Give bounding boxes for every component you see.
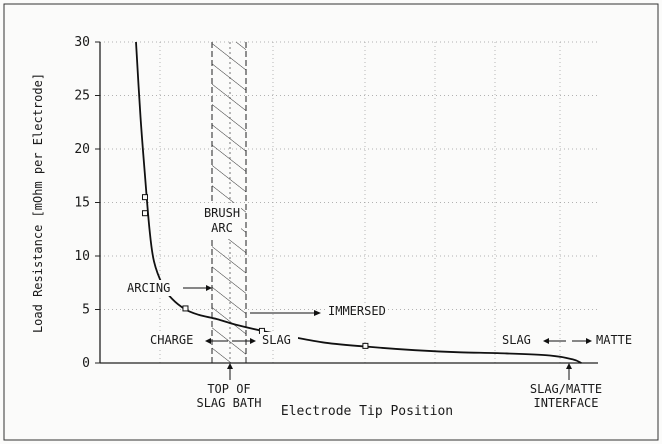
y-axis-label: Load Resistance [mOhm per Electrode] xyxy=(31,73,45,333)
y-ticks: 0 5 10 15 20 25 30 xyxy=(74,35,100,371)
arcing-arrowhead xyxy=(206,285,212,291)
top-of-slag-bath-arrowhead xyxy=(227,363,233,369)
immersed-arrowhead xyxy=(314,310,321,316)
immersed-label: IMMERSED xyxy=(328,304,386,318)
slag-left-label: SLAG xyxy=(262,333,291,347)
x-axis-label: Electrode Tip Position xyxy=(281,404,453,419)
resistance-curve xyxy=(135,41,582,364)
y-tick-label: 5 xyxy=(82,303,90,318)
slag-right-arrowhead xyxy=(543,338,549,344)
top-of-slag-bath-label-2: SLAG BATH xyxy=(196,396,261,410)
slag-matte-interface-arrowhead xyxy=(566,363,572,369)
slag-right-label: SLAG xyxy=(502,333,531,347)
immersed-label-bg xyxy=(326,303,388,319)
y-tick-label: 30 xyxy=(74,35,90,50)
slag-left-label-bg xyxy=(260,332,298,348)
y-tick-label: 10 xyxy=(74,249,90,264)
y-tick-label: 0 xyxy=(82,356,90,371)
y-tick-label: 25 xyxy=(74,89,90,104)
slag-matte-interface-label-2: INTERFACE xyxy=(533,396,598,410)
data-marker xyxy=(141,194,148,201)
matte-arrowhead xyxy=(586,338,592,344)
slag-matte-interface-label-1: SLAG/MATTE xyxy=(530,382,602,396)
data-markers xyxy=(141,194,369,349)
arcing-label: ARCING xyxy=(127,281,170,295)
matte-label: MATTE xyxy=(596,333,632,347)
brush-arc-zone xyxy=(212,42,246,363)
brush-arc-label-bg xyxy=(203,203,241,239)
slag-left-arrowhead xyxy=(250,338,256,344)
matte-label-bg xyxy=(594,332,642,348)
grid-lines xyxy=(100,41,598,363)
charge-label-bg xyxy=(147,332,205,348)
data-marker xyxy=(182,305,189,312)
arcing-label-bg xyxy=(124,280,180,296)
arc-label: ARC xyxy=(211,221,233,235)
data-marker xyxy=(362,342,369,349)
data-marker xyxy=(141,210,148,217)
y-tick-label: 20 xyxy=(74,142,90,157)
charge-arrowhead xyxy=(205,338,211,344)
slag-right-label-bg xyxy=(500,332,540,348)
y-tick-label: 15 xyxy=(74,196,90,211)
outer-frame xyxy=(3,3,659,441)
charge-label: CHARGE xyxy=(150,333,193,347)
top-of-slag-bath-label-1: TOP OF xyxy=(207,382,250,396)
brush-label: BRUSH xyxy=(204,206,240,220)
